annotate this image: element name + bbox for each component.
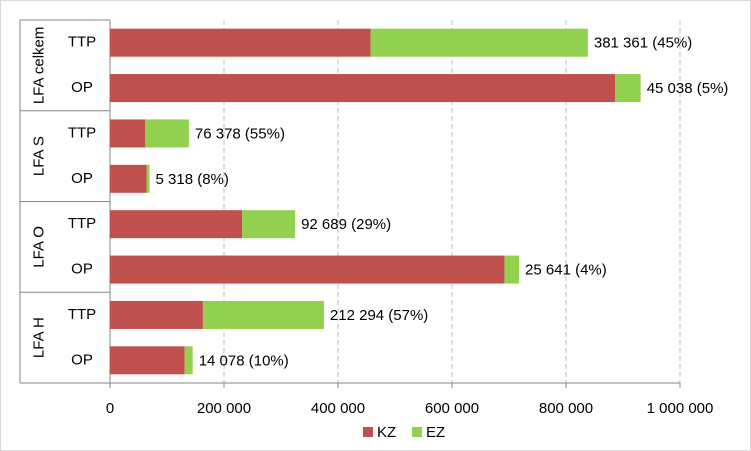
group-label: LFA S	[30, 136, 47, 176]
bar-segment	[615, 74, 641, 103]
legend-label: KZ	[377, 424, 396, 441]
group-label: LFA celkem	[30, 27, 47, 105]
bar-segment	[110, 28, 371, 57]
y-tick-label: TTP	[68, 215, 96, 232]
legend-label: EZ	[426, 424, 445, 441]
bar-segment	[370, 28, 588, 57]
bar-segment	[110, 119, 146, 148]
bar-segment	[504, 255, 520, 284]
group-label: LFA H	[30, 317, 47, 358]
x-tick-label: 400 000	[311, 400, 365, 417]
value-label: 5 318 (8%)	[156, 171, 229, 188]
value-label: 76 378 (55%)	[195, 125, 285, 142]
x-tick-label: 1 000 000	[647, 400, 714, 417]
value-label: 212 294 (57%)	[330, 307, 428, 324]
x-tick-label: 800 000	[539, 400, 593, 417]
value-label: 381 361 (45%)	[594, 35, 692, 52]
y-tick-label: OP	[71, 351, 93, 368]
bar-segment	[146, 164, 150, 193]
x-tick-label: 200 000	[197, 400, 251, 417]
value-label: 14 078 (10%)	[199, 352, 289, 369]
value-label: 25 641 (4%)	[525, 262, 607, 279]
y-tick-label: TTP	[68, 34, 96, 51]
y-tick-label: TTP	[68, 124, 96, 141]
bar-segment	[110, 164, 147, 193]
y-tick-label: OP	[71, 79, 93, 96]
bar-segment	[110, 210, 243, 239]
y-tick-label: TTP	[68, 306, 96, 323]
group-label: LFA O	[30, 226, 47, 268]
y-tick-label: OP	[71, 170, 93, 187]
x-tick-label: 600 000	[425, 400, 479, 417]
x-tick-label: 0	[106, 400, 114, 417]
bar-segment	[145, 119, 189, 148]
bar-segment	[242, 210, 296, 239]
y-tick-label: OP	[71, 261, 93, 278]
legend-swatch	[412, 427, 422, 437]
value-label: 92 689 (29%)	[301, 216, 391, 233]
bar-segment	[110, 255, 505, 284]
bar-segment	[110, 300, 203, 329]
value-label: 45 038 (5%)	[647, 80, 729, 97]
bar-segment	[110, 74, 616, 103]
bar-segment	[110, 346, 185, 375]
bar-segment	[184, 346, 193, 375]
bar-segment	[202, 300, 324, 329]
legend-swatch	[363, 427, 373, 437]
